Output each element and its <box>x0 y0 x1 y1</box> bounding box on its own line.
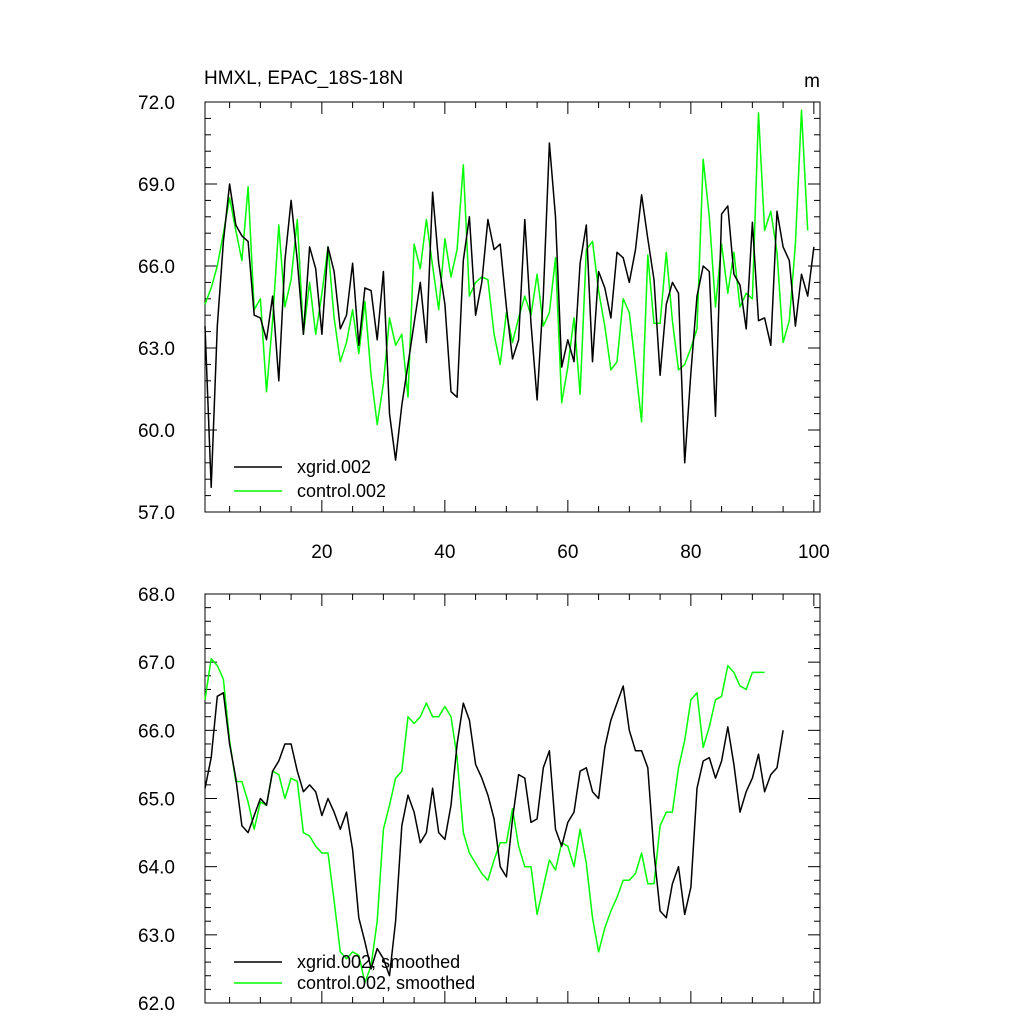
y-tick-label: 57.0 <box>138 503 175 524</box>
y-tick-label: 63.0 <box>138 926 175 947</box>
plot-frame <box>204 593 821 1004</box>
y-tick-label: 64.0 <box>138 858 175 879</box>
top-panel-units: m <box>804 71 820 92</box>
bottom-panel: 62.0 63.0 64.0 65.0 66.0 67.0 68.0 xgrid.002, s… <box>138 585 821 1015</box>
x-tick-label: 100 <box>798 542 830 563</box>
y-tick-label: 68.0 <box>138 585 175 606</box>
legend-label: control.002, smoothed <box>297 973 475 993</box>
plot-frame <box>204 101 821 513</box>
y-tick-label: 66.0 <box>138 721 175 742</box>
series-line-0 <box>204 142 815 489</box>
top-panel-title: HMXL, EPAC_18S-18N <box>204 68 403 89</box>
series-line-1 <box>204 658 765 984</box>
legend-label: control.002 <box>297 481 386 501</box>
y-tick-label: 62.0 <box>138 994 175 1015</box>
y-tick-label: 65.0 <box>138 790 175 811</box>
x-tick-label: 20 <box>311 542 332 563</box>
y-tick-label: 72.0 <box>138 93 175 114</box>
x-tick-label: 80 <box>680 542 701 563</box>
x-tick-label: 60 <box>557 542 578 563</box>
series-line-0 <box>204 685 784 977</box>
x-tick-label: 40 <box>434 542 455 563</box>
y-tick-label: 67.0 <box>138 653 175 674</box>
legend-label: xgrid.002, smoothed <box>297 952 460 972</box>
y-tick-label: 69.0 <box>138 175 175 196</box>
y-tick-label: 66.0 <box>138 257 175 278</box>
y-tick-label: 63.0 <box>138 339 175 360</box>
legend-label: xgrid.002 <box>297 457 371 477</box>
top-panel: HMXL, EPAC_18S-18N m 20 40 60 80 100 57.0 60.0… <box>138 68 830 563</box>
y-tick-label: 60.0 <box>138 421 175 442</box>
